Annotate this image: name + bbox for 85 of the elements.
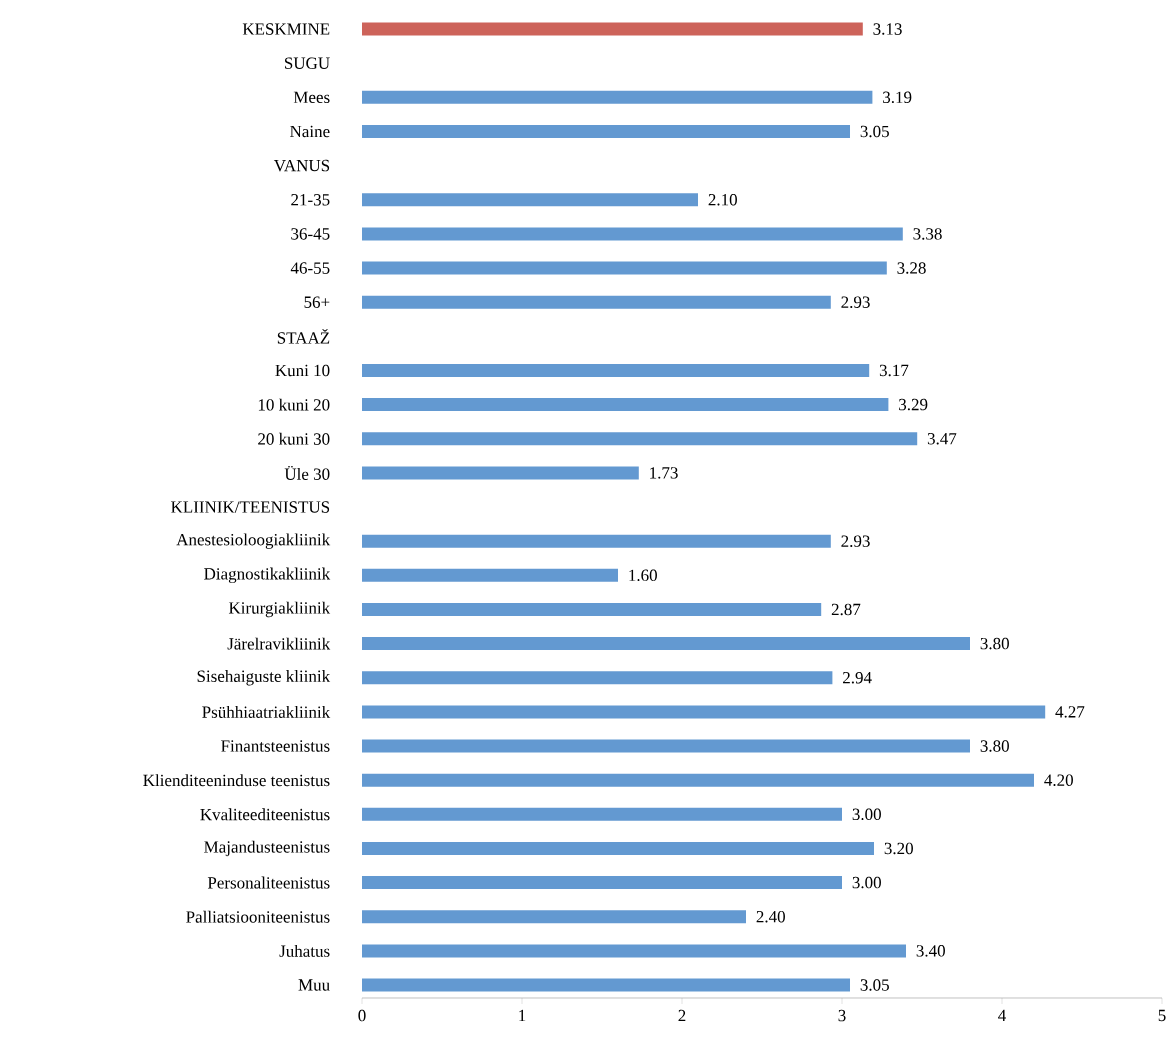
bar — [362, 90, 873, 104]
y-tick-label: Personaliteenistus — [207, 876, 330, 889]
x-tick-label: 1 — [519, 1009, 526, 1022]
bar — [362, 227, 903, 241]
x-tick-label: 4 — [998, 1009, 1006, 1022]
data-label: 3.80 — [980, 740, 1009, 752]
x-tick-label: 3 — [838, 1009, 846, 1022]
y-tick-label: Muu — [298, 979, 330, 991]
data-label: 2.87 — [831, 603, 861, 616]
bar — [362, 124, 850, 138]
data-label: 3.05 — [860, 979, 889, 991]
data-label: 3.17 — [879, 364, 909, 377]
bar — [362, 841, 874, 855]
y-tick-label: Majandusteenistus — [204, 840, 330, 857]
data-label: 3.47 — [927, 433, 957, 445]
y-tick-label: 46-55 — [290, 262, 330, 274]
data-label: 3.00 — [852, 876, 881, 889]
y-tick-label: Naine — [290, 125, 330, 138]
y-tick-label: 10 kuni 20 — [258, 398, 330, 411]
bar — [362, 466, 639, 480]
y-tick-label: STAAŽ — [277, 328, 330, 344]
data-label: 2.93 — [841, 296, 870, 308]
y-tick-label: 21-35 — [291, 194, 330, 206]
data-label: 3.05 — [860, 125, 889, 138]
y-tick-label: KLIINIK/TEENISTUS — [171, 501, 330, 513]
bar — [362, 944, 906, 958]
bar — [362, 261, 887, 275]
bar — [362, 910, 746, 924]
y-tick-label: 56+ — [304, 296, 330, 308]
y-tick-label: Mees — [293, 91, 330, 104]
data-label: 3.13 — [873, 23, 902, 35]
bar — [362, 193, 699, 207]
bar — [362, 534, 831, 548]
data-label: 4.20 — [1044, 774, 1073, 786]
data-label: 2.94 — [843, 672, 872, 684]
y-tick-label: VANUS — [273, 159, 330, 172]
data-label: 1.60 — [629, 569, 657, 582]
x-tick-label: 0 — [358, 1009, 366, 1022]
data-label: 2.93 — [841, 535, 870, 547]
data-label: 4.27 — [1055, 706, 1085, 718]
bar — [362, 876, 842, 890]
bar — [362, 705, 1046, 719]
y-tick-label: KESKMINE — [242, 23, 330, 35]
data-label: 3.40 — [916, 945, 945, 957]
data-label: 3.38 — [913, 228, 942, 240]
y-tick-label: Diagnostikakliinik — [204, 567, 331, 584]
bar — [362, 978, 850, 992]
bar — [362, 807, 842, 821]
x-tick-label: 2 — [678, 1009, 686, 1022]
bar — [362, 671, 833, 685]
bar — [362, 637, 970, 651]
y-tick-label: Järelravikliinik — [227, 637, 331, 650]
data-label: 2.40 — [756, 910, 785, 923]
bar — [362, 363, 870, 377]
y-tick-label: Klienditeeninduse teenistus — [143, 774, 330, 787]
y-tick-label: SUGU — [285, 57, 330, 69]
y-tick-label: Palliatsiooniteenistus — [186, 910, 330, 923]
data-label: 3.29 — [899, 398, 928, 411]
data-label: 3.80 — [980, 637, 1009, 650]
y-tick-label: 20 kuni 30 — [258, 432, 330, 445]
y-tick-label: Anestesioloogiakliinik — [176, 533, 331, 549]
bar — [362, 398, 889, 412]
y-tick-label: Finantsteenistus — [221, 740, 330, 752]
bar — [362, 568, 618, 582]
bar — [362, 295, 831, 309]
y-tick-label: Kuni 10 — [275, 364, 330, 377]
y-tick-label: Üle 30 — [284, 465, 330, 480]
bar — [362, 739, 970, 753]
data-label: 2.10 — [708, 194, 737, 206]
y-tick-label: Kvaliteediteenistus — [200, 808, 330, 821]
data-label: 3.20 — [884, 842, 913, 855]
bar — [362, 432, 918, 446]
data-label: 1.73 — [650, 467, 678, 479]
y-tick-label: 36-45 — [291, 228, 330, 240]
y-tick-label: Kirurgiakliinik — [228, 601, 331, 618]
data-label: 3.00 — [852, 808, 881, 821]
y-tick-label: Juhatus — [279, 944, 330, 957]
bar — [362, 22, 863, 36]
data-label: 3.19 — [883, 91, 912, 104]
x-tick-label: 5 — [1158, 1009, 1166, 1022]
bar — [362, 773, 1034, 787]
y-tick-label: Psühhiaatriakliinik — [202, 705, 331, 718]
data-label: 3.28 — [897, 262, 926, 274]
y-tick-label: Sisehaiguste kliinik — [197, 670, 331, 686]
bar — [362, 602, 822, 616]
